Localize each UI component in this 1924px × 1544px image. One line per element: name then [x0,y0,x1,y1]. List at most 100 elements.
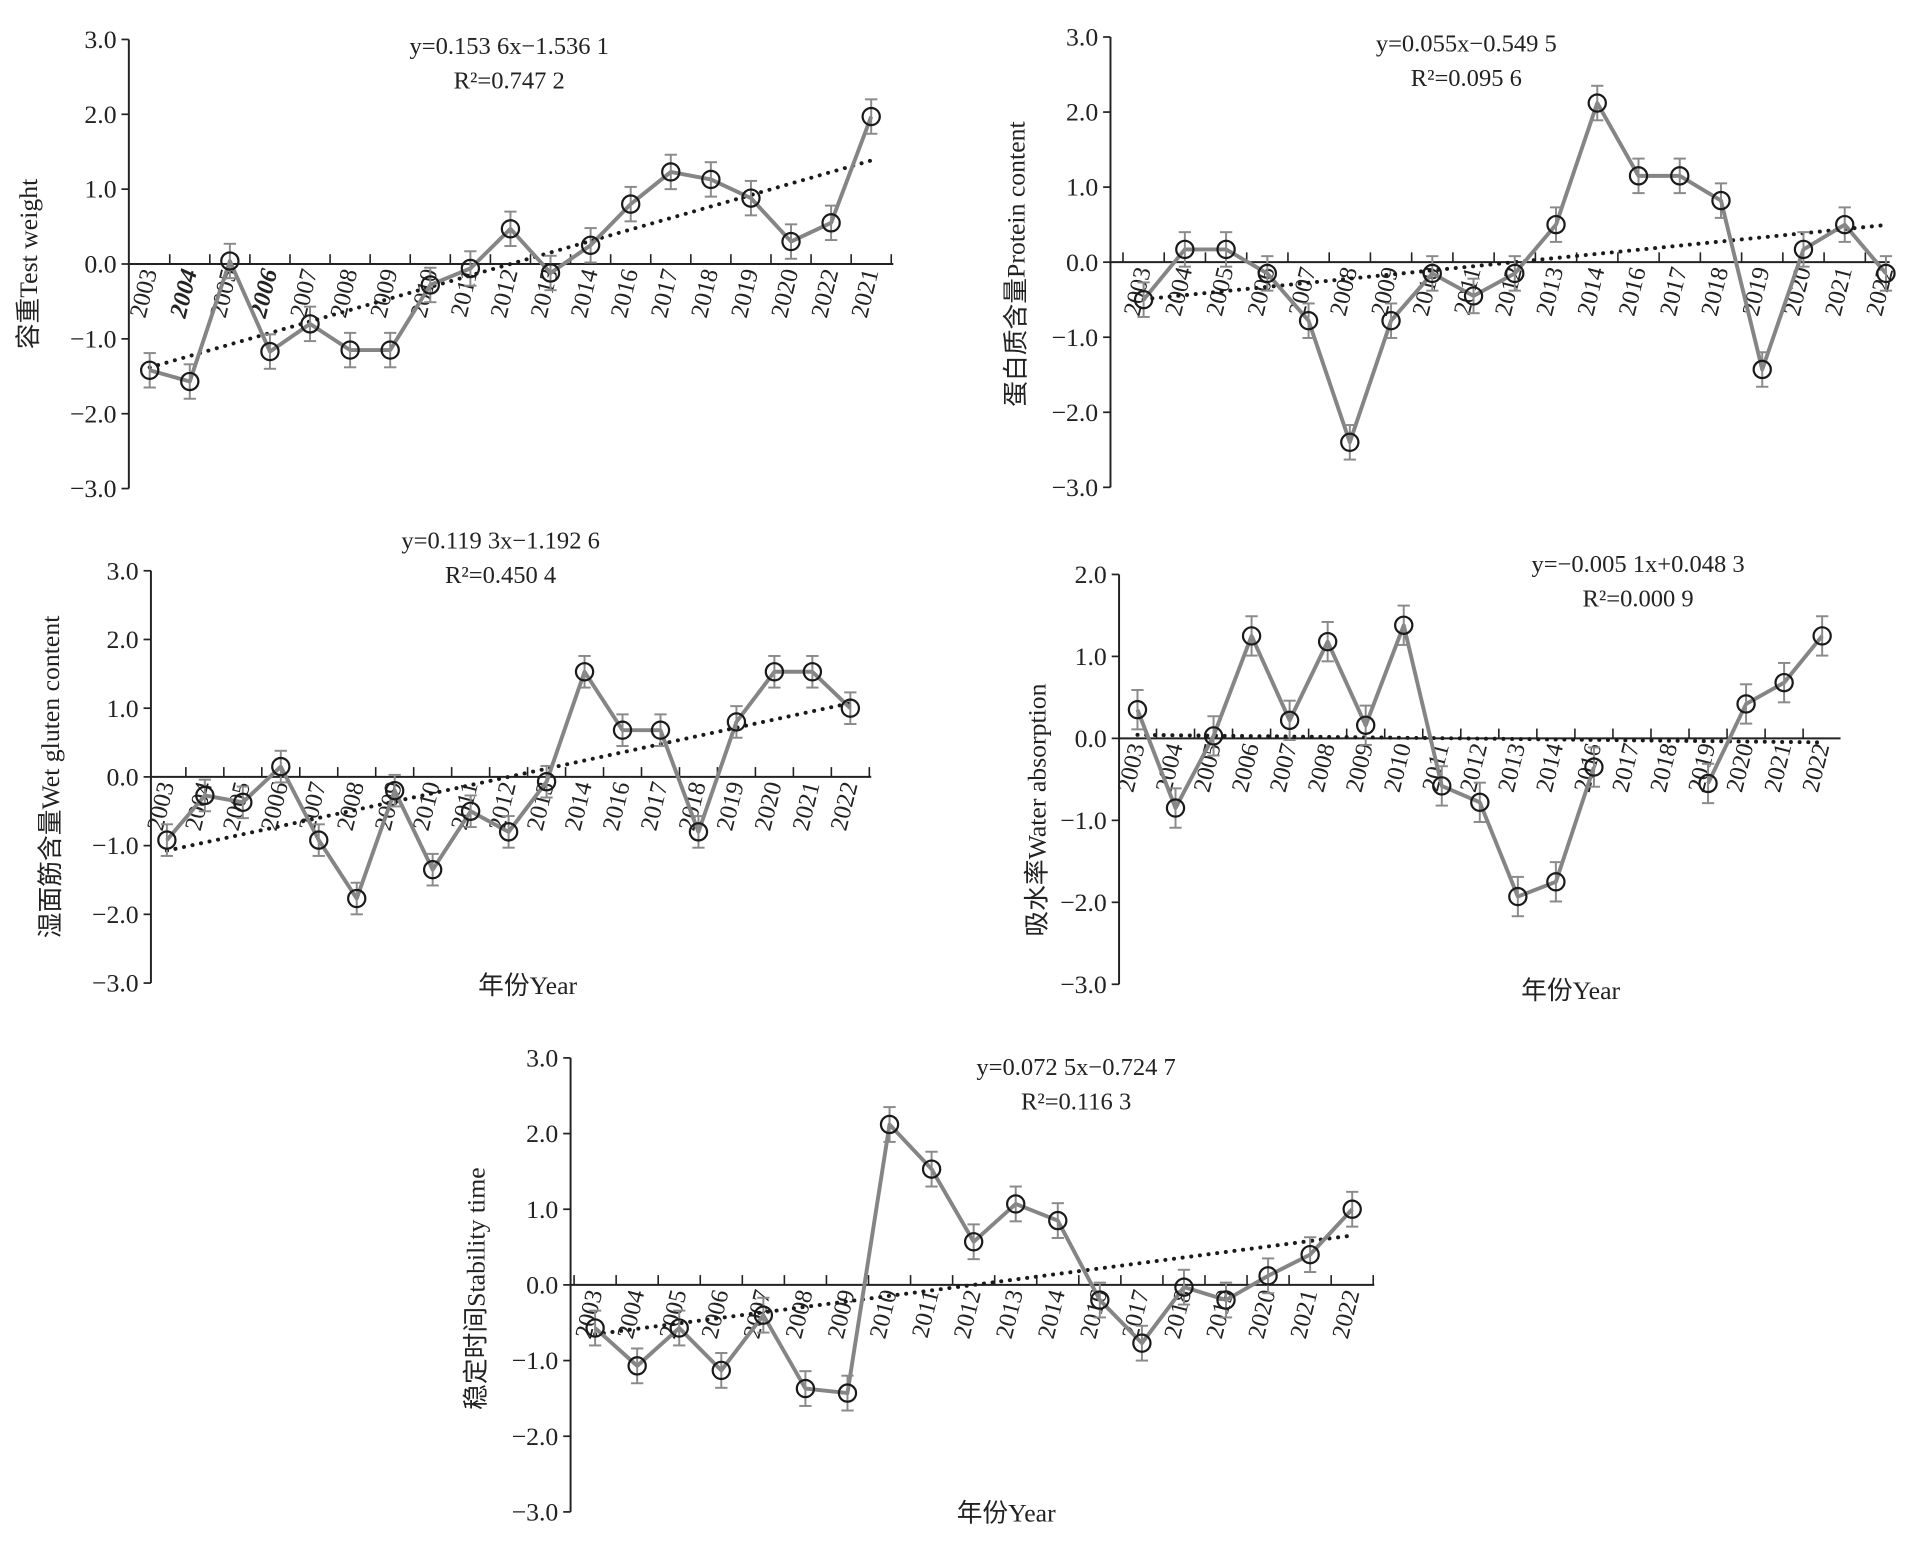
error-bar [183,363,196,400]
error-bar [1714,182,1728,219]
r-squared: R²=0.116 3 [1021,1088,1131,1115]
error-bar [588,1309,602,1347]
error-bar [1816,615,1829,657]
data-point [460,258,481,279]
error-bar [1302,302,1315,339]
y-tick-label: 1.0 [1066,173,1098,202]
error-bar [1219,1281,1233,1319]
data-point [1317,631,1338,652]
error-bar [1131,689,1144,731]
data-point [711,1360,731,1381]
error-bar [544,254,557,292]
error-bar [540,764,553,799]
y-tick-label: 2.0 [1075,560,1107,589]
data-point [340,340,360,360]
y-tick-label: 0.0 [526,1270,558,1299]
y-tick-label: 2.0 [84,100,116,129]
error-bar [616,713,629,747]
y-tick-label: −2.0 [1051,398,1098,427]
error-bar [824,204,838,242]
error-bar [312,823,325,857]
error-bar [1177,1268,1191,1306]
error-bar [1169,787,1182,829]
data-point [650,720,671,740]
y-tick-label: 1.0 [84,175,116,204]
r-squared: R²=0.095 6 [1411,65,1522,92]
y-tick-label: −3.0 [512,1497,559,1526]
data-point [220,251,240,271]
error-bar [1384,302,1398,339]
data-point [1774,672,1794,693]
regression-equation: y=0.072 5x−0.724 7 [976,1054,1175,1081]
error-bar [1777,661,1791,704]
data-point [1812,626,1832,646]
error-bar [1397,604,1410,646]
error-bar [1283,699,1296,742]
data-point [1470,792,1490,813]
x-tick-label: 2004 [612,1287,650,1341]
error-bar [784,223,798,260]
error-bar [1701,762,1715,805]
error-bar [1245,615,1258,657]
data-point [1876,263,1896,284]
error-bar [1632,157,1645,195]
regression-equation: y=0.153 6x−1.536 1 [410,33,609,60]
data-point [1587,93,1607,113]
error-bar [1549,206,1563,243]
regression-equation: y=0.055x−0.549 5 [1376,31,1557,58]
data-point [385,780,405,801]
x-tick-label: 2004 [180,779,218,833]
x-tick-label: 2020 [1721,741,1759,795]
data-point [233,792,253,813]
x-tick-label: 2008 [781,1287,819,1341]
error-bar [654,713,667,747]
trend-line [1135,732,1825,745]
x-tick-label: 2022 [825,779,863,833]
data-point [764,662,785,682]
error-bar [799,1370,812,1407]
data-point [1342,1199,1362,1219]
data-point [1394,615,1414,635]
data-point [1584,757,1604,777]
data-point [879,1114,900,1135]
error-bar [1838,206,1851,243]
series-line [149,115,874,384]
data-point [1048,1210,1068,1231]
data-point [1698,773,1718,794]
data-point [1628,166,1649,186]
x-axis-title: 年份Year [1521,976,1620,1005]
y-axis-title: 湿面筋含量Wet gluten content [36,616,65,939]
error-bar [160,823,174,857]
data-point [1258,1266,1278,1286]
y-axis-title: 蛋白质含量Protein content [1002,121,1031,406]
error-bar [1587,746,1601,788]
y-tick-label: 3.0 [526,1043,558,1072]
data-point [821,213,841,233]
error-bar [303,305,317,343]
error-bar [1137,281,1150,318]
error-bar [578,654,591,689]
error-bar [757,1296,770,1334]
x-tick-label: 2018 [686,266,724,320]
x-tick-label: 2013 [991,1287,1029,1341]
error-bar [1135,1324,1149,1362]
x-tick-label: 2009 [1341,741,1379,795]
data-point [861,106,881,127]
error-bar [1467,277,1480,315]
data-point [688,822,709,842]
y-tick-label: 0.0 [106,762,138,791]
data-point [661,162,681,182]
y-tick-label: 1.0 [106,694,138,723]
x-tick-label: 2007 [1265,741,1303,795]
data-point [1736,694,1756,714]
x-tick-label: 2021 [1820,264,1858,318]
x-tick-label: 2008 [1325,264,1363,318]
error-bar [1797,231,1810,268]
data-point [1835,214,1855,235]
x-tick-label: 2017 [646,266,684,320]
data-point [500,219,521,239]
error-bar [143,352,156,389]
regression-equation: y=−0.005 1x+0.048 3 [1531,551,1744,578]
error-bar [1739,683,1753,725]
y-tick-label: −1.0 [512,1346,559,1375]
